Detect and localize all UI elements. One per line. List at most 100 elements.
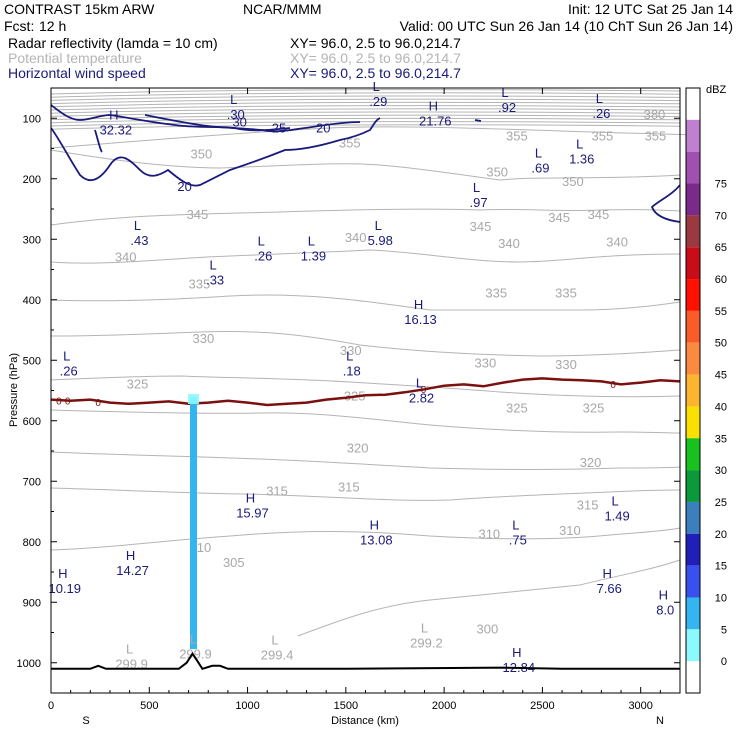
- extremum-value: .18: [343, 363, 361, 378]
- theta-300-line: [297, 559, 681, 637]
- wind-label: 20: [316, 121, 330, 136]
- extremum-l: L2.82: [409, 376, 434, 406]
- wind-label: 25: [272, 121, 286, 136]
- colorbar-swatch: [686, 501, 700, 534]
- extremum-value: 7.66: [597, 581, 622, 596]
- wind-label: 30: [232, 114, 246, 129]
- colorbar-swatch: [686, 310, 700, 343]
- x-tick-label: 0: [48, 700, 54, 712]
- extremum-kind: H: [659, 587, 668, 602]
- extremum-l: L.69: [531, 146, 549, 176]
- colorbar-label: 10: [715, 592, 727, 604]
- extremum-value: 1.39: [301, 248, 326, 263]
- theta-strat-line: [50, 111, 681, 117]
- zero-dbz-labels: 0 0 00 0: [56, 380, 616, 409]
- colorbar-label: 15: [715, 561, 727, 573]
- extremum-l: L.26: [592, 91, 610, 121]
- extremum-value: .92: [498, 100, 516, 115]
- extremum-value: .26: [60, 363, 78, 378]
- theta-strat-line: [50, 92, 681, 98]
- theta-strat-line: [50, 101, 681, 108]
- extremum-value: 16.13: [404, 312, 437, 327]
- theta-label: 325: [506, 401, 528, 416]
- theta-label: 310: [559, 523, 581, 538]
- theta-label: 345: [588, 207, 610, 222]
- theta-label: 340: [498, 236, 520, 251]
- y-tick-label: 600: [23, 416, 41, 428]
- extremum-l: L.75: [509, 518, 527, 548]
- zero-dbz-label: 0: [65, 396, 71, 407]
- theta-strat-line: [50, 95, 681, 101]
- colorbar-swatch: [686, 565, 700, 598]
- extremum-kind: L: [501, 85, 508, 100]
- wind-20-contour: [50, 117, 381, 187]
- extremum-value: .69: [531, 161, 549, 176]
- extrema-group: H32.32L.30L.29 H21.76L.92L.26L.69L1.36L.9…: [48, 79, 674, 675]
- colorbar-label: 50: [715, 338, 727, 350]
- extremum-l: L.30: [227, 92, 245, 122]
- fcst-label: Fcst:: [4, 18, 34, 34]
- extremum-kind: H: [58, 566, 67, 581]
- theta-label: 325: [583, 401, 605, 416]
- colorbar-swatch: [686, 438, 700, 471]
- theta-305-line: [50, 527, 681, 551]
- colorbar-swatch: [686, 406, 700, 439]
- extremum-value: 1.49: [604, 509, 629, 524]
- theta-strat-line: [50, 117, 681, 124]
- zero-dbz-line: [50, 377, 681, 407]
- extremum-kind: H: [246, 490, 255, 505]
- y-tick-label: 700: [23, 476, 41, 488]
- extremum-kind: L: [258, 233, 265, 248]
- extremum-value: .29: [369, 94, 387, 109]
- extremum-l: L.18: [343, 348, 361, 378]
- extremum-kind: L: [271, 633, 278, 648]
- y-tick-label: 100: [23, 113, 41, 125]
- extremum-value: 8.0: [656, 602, 674, 617]
- terrain-line: [51, 651, 680, 670]
- colorbar-swatch: [686, 88, 700, 120]
- extremum-value: .75: [509, 533, 527, 548]
- extremum-value: 2.82: [409, 391, 434, 406]
- extremum-value: 32.32: [100, 123, 133, 138]
- y-tick-label: 1000: [17, 658, 41, 670]
- extremum-value: 1.36: [569, 152, 594, 167]
- y-tick-label: 300: [23, 234, 41, 246]
- extremum-kind: L: [421, 621, 428, 636]
- colorbar-frame: [685, 87, 701, 694]
- x-tick-label: 2000: [432, 700, 456, 712]
- theta-strat-line: [50, 124, 681, 130]
- extremum-kind: L: [308, 233, 315, 248]
- extremum-value: 299.2: [410, 636, 443, 651]
- colorbar-label: 40: [715, 401, 727, 413]
- y-tick-label: 400: [23, 295, 41, 307]
- extremum-h: H16.13: [404, 297, 437, 327]
- extremum-value: 15.97: [236, 505, 269, 520]
- end-label-south: S: [82, 715, 89, 727]
- extremum-h: H8.0: [656, 587, 674, 617]
- extremum-l: L.26: [254, 233, 272, 263]
- theta-label: 355: [645, 128, 667, 143]
- theta-label: 330: [555, 357, 577, 372]
- colorbar-swatch: [686, 533, 700, 566]
- colorbar-swatch: [686, 247, 700, 280]
- theta-label: 380: [644, 107, 666, 122]
- colorbar-label: 35: [715, 433, 727, 445]
- theta-label: 340: [115, 249, 137, 264]
- extremum-value: .43: [130, 233, 148, 248]
- theta-label: 300: [477, 621, 499, 636]
- colorbar-swatch: [686, 661, 700, 693]
- colorbar-swatch: [686, 470, 700, 502]
- colorbar-swatch: [686, 342, 700, 375]
- theta-label: 325: [127, 376, 149, 391]
- theta-label: 355: [592, 128, 614, 143]
- field-name-theta: Potential temperature: [8, 50, 142, 66]
- colorbar-label: 25: [715, 497, 727, 509]
- colorbar: 0 5 10 15 20 25 30 35 40 45 50 55 60 65 70 75: [685, 87, 727, 694]
- colorbar-label: 45: [715, 370, 727, 382]
- extremum-l: L.92: [498, 85, 516, 115]
- colorbar-label: 75: [715, 179, 727, 191]
- colorbar-label: 60: [715, 274, 727, 286]
- theta-330-line: [50, 331, 681, 357]
- theta-label: 330: [340, 343, 362, 358]
- extremum-l: L.33: [206, 258, 224, 288]
